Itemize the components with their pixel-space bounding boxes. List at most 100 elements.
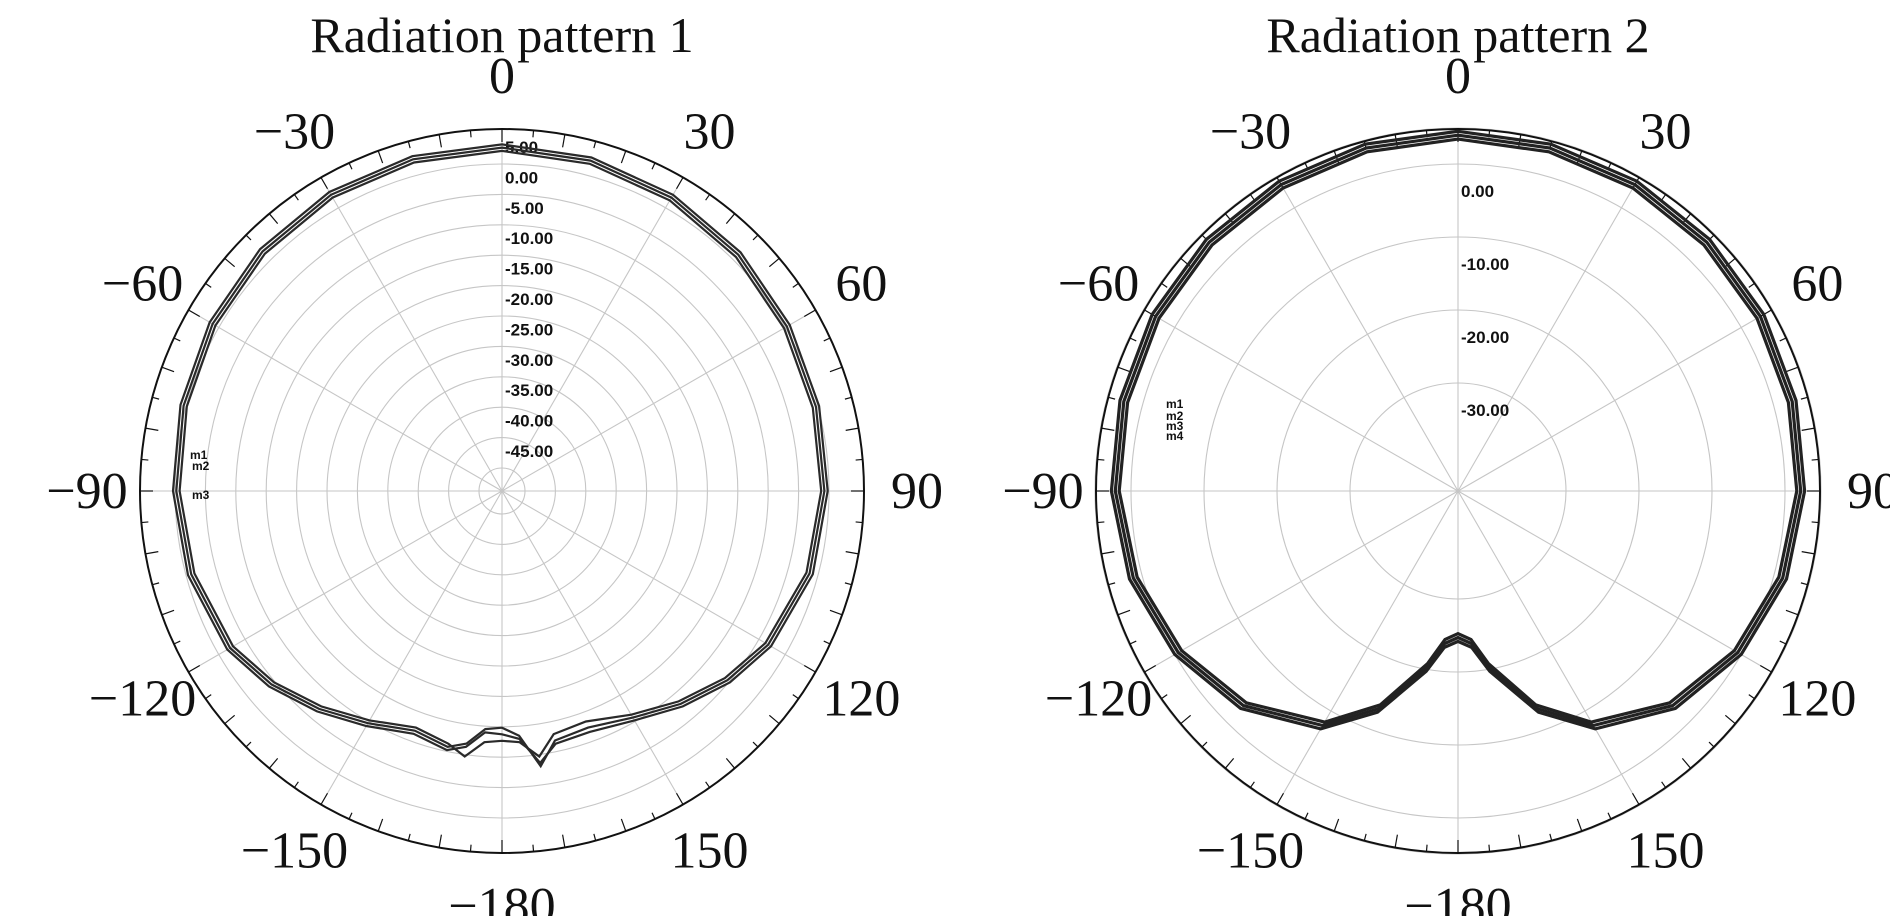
angle-tick — [141, 521, 149, 524]
angle-label: 0 — [489, 48, 515, 105]
angle-tick — [593, 141, 597, 149]
angle-tick — [532, 844, 535, 852]
radial-tick-label: -25.00 — [505, 320, 553, 339]
angle-tick — [829, 609, 843, 616]
angle-label: 0 — [1445, 48, 1471, 105]
chart-title: Radiation pattern 1 — [310, 7, 693, 63]
angle-label: −180 — [1404, 878, 1511, 916]
angle-tick — [1144, 664, 1157, 673]
angle-tick — [1785, 609, 1799, 616]
angle-tick — [768, 714, 780, 725]
angle-tick — [593, 833, 597, 841]
angle-tick — [562, 134, 566, 148]
angle-tick — [245, 234, 252, 241]
angle-tick — [1661, 194, 1667, 201]
angle-label: 150 — [671, 822, 749, 879]
angle-tick — [224, 257, 236, 268]
angle-label: −150 — [241, 822, 348, 879]
radial-tick-label: -30.00 — [1461, 401, 1509, 420]
angle-tick — [1144, 309, 1157, 318]
angle-tick — [1724, 714, 1736, 725]
angle-tick — [1161, 694, 1168, 700]
angle-tick — [1708, 741, 1715, 748]
angle-tick — [1811, 458, 1819, 461]
angle-tick — [705, 194, 711, 201]
marker-label: m2 — [1166, 409, 1184, 423]
grid-spoke — [501, 490, 816, 673]
radial-tick-label: -45.00 — [505, 442, 553, 461]
polar-chart-2: Radiation pattern 20 30 60 90 120 150 −180 −150… — [1002, 7, 1890, 916]
angle-tick — [725, 213, 736, 225]
angle-tick — [293, 781, 299, 788]
angle-tick — [1607, 812, 1612, 820]
angle-tick — [844, 396, 852, 400]
angle-label: 60 — [835, 256, 887, 313]
radial-tick-label: 0.00 — [1461, 182, 1494, 201]
angle-tick — [173, 640, 181, 645]
angle-tick — [377, 150, 384, 164]
marker-label: m2 — [192, 459, 210, 473]
grid-spoke — [188, 309, 503, 492]
angle-label: 90 — [891, 463, 943, 520]
series-line-3 — [178, 149, 823, 759]
angle-tick — [620, 818, 627, 832]
angle-tick — [205, 282, 212, 288]
angle-label: 90 — [1847, 463, 1890, 520]
angle-tick — [829, 366, 843, 373]
series-line-3 — [1117, 137, 1799, 724]
angle-tick — [407, 833, 411, 841]
radial-tick-label: -5.00 — [505, 199, 544, 218]
grid-spoke — [501, 309, 816, 492]
angle-tick — [1759, 664, 1772, 673]
angle-tick — [1129, 337, 1137, 342]
angle-tick — [377, 818, 384, 832]
angle-tick — [1779, 640, 1787, 645]
angle-tick — [141, 458, 149, 461]
angle-tick — [1811, 521, 1819, 524]
angle-tick — [173, 337, 181, 342]
angle-label: −150 — [1197, 822, 1304, 879]
angle-label: 30 — [684, 104, 736, 161]
angle-tick — [1101, 551, 1115, 555]
marker-label: m1 — [1166, 397, 1184, 411]
angle-tick — [1276, 792, 1285, 805]
angle-tick — [245, 741, 252, 748]
angle-label: 150 — [1627, 822, 1705, 879]
angle-label: −120 — [89, 671, 196, 728]
radial-tick-label: -40.00 — [505, 412, 553, 431]
marker-label: m3 — [1166, 419, 1184, 433]
grid-spoke — [320, 490, 503, 805]
angle-label: −90 — [46, 463, 127, 520]
angle-tick — [803, 309, 816, 318]
marker-label: m1 — [190, 448, 208, 462]
grid-spoke — [501, 177, 684, 492]
angle-tick — [152, 396, 160, 400]
radial-tick-label: -20.00 — [505, 290, 553, 309]
angle-tick — [1108, 582, 1116, 586]
grid-spoke — [1276, 490, 1459, 805]
angle-tick — [855, 458, 863, 461]
angle-tick — [1800, 582, 1808, 586]
angle-tick — [1488, 844, 1491, 852]
angle-tick — [348, 812, 353, 820]
angle-tick — [161, 366, 175, 373]
angle-tick — [1249, 781, 1255, 788]
angle-label: −30 — [254, 104, 335, 161]
angle-label: −60 — [1058, 256, 1139, 313]
angle-label: 120 — [1778, 671, 1856, 728]
angle-tick — [705, 781, 711, 788]
angle-tick — [438, 834, 442, 848]
angle-tick — [844, 582, 852, 586]
grid-spoke — [1457, 177, 1640, 492]
angle-tick — [224, 714, 236, 725]
angle-tick — [752, 234, 759, 241]
angle-label: 30 — [1640, 104, 1692, 161]
angle-tick — [1549, 833, 1553, 841]
series-line-2 — [1113, 133, 1803, 728]
series-line-1 — [1109, 129, 1807, 731]
angle-tick — [1425, 844, 1428, 852]
angle-tick — [1117, 366, 1131, 373]
angle-tick — [532, 130, 535, 138]
angle-tick — [1363, 833, 1367, 841]
